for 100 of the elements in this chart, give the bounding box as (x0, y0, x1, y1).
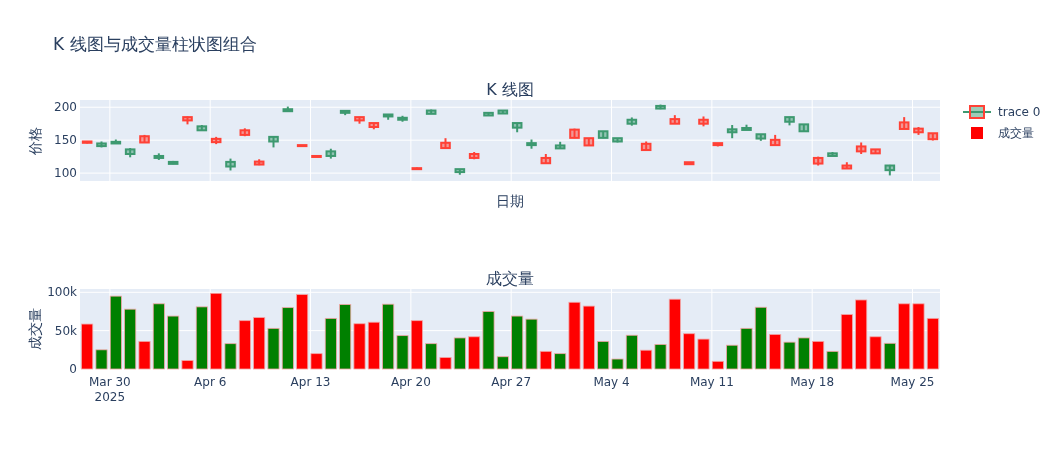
candlestick (268, 135, 279, 149)
y-tick-label: 200 (54, 100, 77, 115)
x-tick-label: May 4 (593, 375, 630, 389)
candlestick (683, 161, 695, 166)
candlestick (96, 140, 107, 149)
bar (783, 341, 796, 370)
bar (568, 301, 581, 370)
bar (511, 315, 524, 370)
x-tick-label: Apr 13 (290, 375, 331, 389)
candlestick (225, 157, 236, 172)
bar (267, 327, 280, 370)
candlestick (640, 140, 652, 152)
candlestick (669, 114, 681, 125)
bar (224, 343, 237, 370)
bar (95, 349, 108, 370)
bar (611, 358, 624, 370)
bar (281, 307, 294, 370)
bar (525, 318, 538, 370)
bar (812, 340, 825, 370)
x-tick-label: Apr 27 (491, 375, 532, 389)
candlestick (153, 152, 165, 161)
legend-label: 成交量 (998, 126, 1034, 140)
candlestick (210, 135, 222, 146)
bar (855, 299, 868, 370)
bar (453, 337, 466, 370)
bar (353, 323, 366, 370)
bar (138, 340, 151, 370)
x-tick-label: May 11 (689, 375, 734, 389)
x-tick-label: May 25 (890, 375, 935, 389)
bar (640, 349, 653, 370)
bar (496, 356, 509, 370)
candlestick (468, 151, 480, 161)
bar (253, 317, 266, 370)
chart-title: 成交量 (486, 269, 534, 288)
bar (883, 342, 896, 370)
bar (711, 360, 724, 370)
y-tick-label: 100 (54, 166, 77, 181)
bar (468, 336, 481, 370)
bar (210, 292, 223, 370)
bar (926, 317, 939, 370)
bar (339, 304, 352, 370)
candlestick (239, 127, 251, 138)
bar (152, 303, 165, 370)
x-tick-label: Apr 6 (194, 375, 227, 389)
bar (367, 321, 380, 370)
y-tick-label: 100k (47, 285, 78, 300)
candlestick (497, 109, 509, 115)
candlestick (440, 137, 451, 150)
candlestick (812, 155, 824, 167)
candlestick (282, 105, 294, 113)
bar (869, 336, 882, 370)
bar (109, 295, 122, 370)
candlestick (311, 154, 322, 158)
legend-label: trace 0 (998, 105, 1041, 119)
bar (654, 344, 667, 370)
bar (726, 344, 739, 370)
bar (898, 303, 911, 370)
candlestick (870, 148, 881, 155)
candlestick (827, 151, 838, 157)
candlestick (325, 147, 337, 160)
candlestick (898, 116, 910, 130)
candlestick (296, 144, 308, 148)
bar (797, 337, 810, 370)
bar (195, 306, 208, 370)
bar (482, 311, 495, 370)
bar (181, 360, 194, 370)
candlestick (626, 116, 638, 127)
candlestick (927, 132, 939, 142)
candlestick (511, 122, 523, 134)
candlestick (540, 153, 552, 165)
bar (683, 333, 696, 370)
bar (597, 340, 610, 370)
y-tick-label: 150 (54, 133, 77, 148)
bar (539, 350, 552, 370)
candlestick (196, 124, 208, 132)
candlestick (253, 158, 265, 167)
bar (324, 317, 337, 370)
bar (740, 327, 753, 370)
bar (554, 353, 567, 370)
candlestick (741, 123, 752, 131)
candlestick (569, 127, 580, 140)
chart-title: K 线图与成交量柱状图组合 (53, 34, 257, 54)
x-tick-label: Mar 30 2025 (88, 375, 131, 404)
bar (697, 338, 710, 370)
bar (425, 343, 438, 370)
candlestick (884, 163, 896, 177)
candlestick (913, 126, 924, 136)
candlestick (698, 115, 709, 128)
bar (238, 320, 251, 370)
bar (582, 305, 595, 370)
bar (912, 303, 925, 370)
candlestick (755, 133, 767, 142)
candlestick (354, 115, 365, 125)
bar (296, 294, 309, 370)
chart-subtitle: K 线图 (486, 80, 534, 99)
y-axis-title: 成交量 (27, 308, 43, 350)
bar (840, 314, 853, 370)
bar (310, 353, 323, 370)
candlestick (454, 168, 466, 176)
bar (410, 320, 423, 370)
